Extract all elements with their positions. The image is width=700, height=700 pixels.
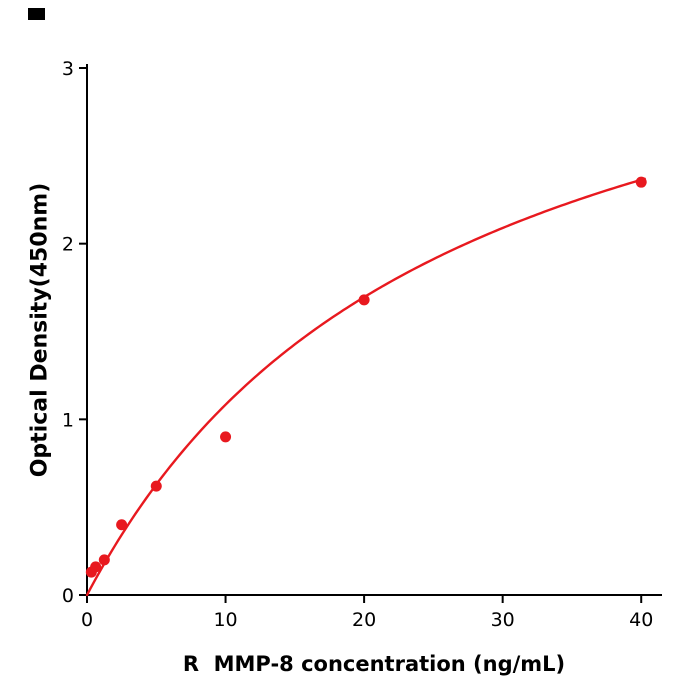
x-tick-label: 30 <box>491 609 515 631</box>
y-tick-label: 2 <box>62 234 74 256</box>
x-axis-label: R MMP-8 concentration (ng/mL) <box>182 652 566 676</box>
x-tick-label: 40 <box>629 609 653 631</box>
data-point <box>90 561 102 573</box>
corner-mark <box>28 8 45 20</box>
data-point <box>116 519 128 531</box>
y-axis-label: Optical Density(450nm) <box>27 182 53 478</box>
x-tick-label: 0 <box>81 609 93 631</box>
y-tick-label: 0 <box>62 585 74 607</box>
data-point <box>220 431 232 443</box>
data-point <box>358 294 370 306</box>
x-tick-label: 20 <box>352 609 376 631</box>
y-tick-label: 3 <box>62 58 74 80</box>
data-point <box>98 554 110 566</box>
data-point <box>150 480 162 492</box>
data-point <box>635 176 647 188</box>
y-tick-label: 1 <box>62 409 74 431</box>
x-tick-label: 10 <box>213 609 237 631</box>
fit-curve <box>85 177 646 597</box>
